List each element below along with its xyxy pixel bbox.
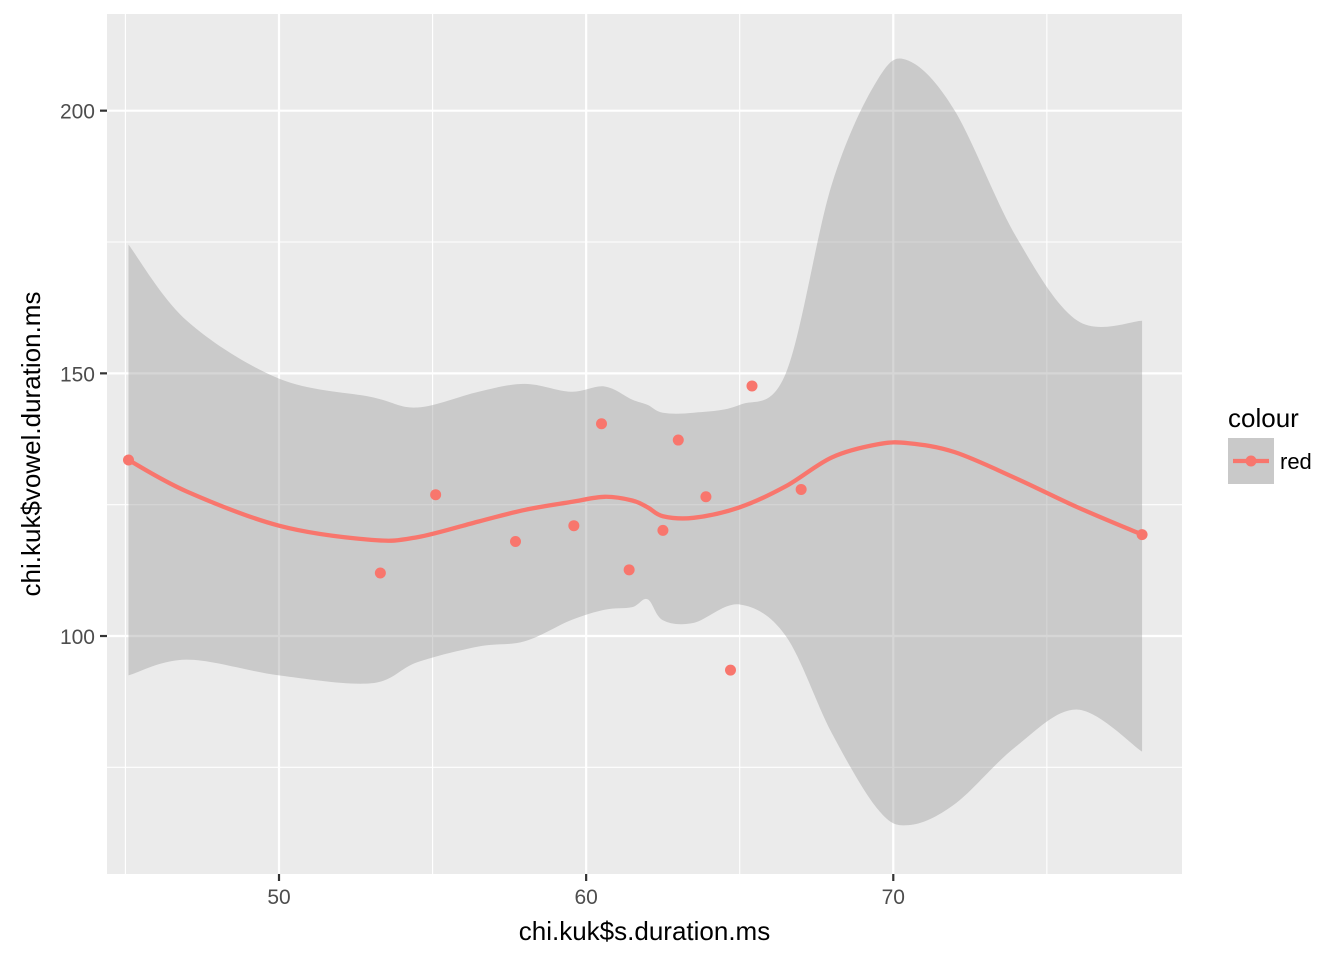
y-tick-label: 150 [60,363,95,386]
data-point [725,664,736,676]
data-point [1136,529,1148,541]
x-tick-label: 50 [267,886,290,909]
y-axis-title: chi.kuk$vowel.duration.ms [16,292,46,597]
confidence-ribbon-layer [128,58,1143,826]
data-point [657,524,669,536]
legend-title: colour [1228,403,1299,433]
legend-label-red: red [1280,449,1312,474]
x-tick-label: 70 [882,886,905,909]
data-point [623,564,635,576]
x-axis: 50 60 70 [267,874,905,909]
data-point [700,491,712,503]
y-axis: 100 150 200 [60,101,107,649]
data-point [123,454,134,466]
data-point [795,483,807,495]
x-tick-label: 60 [574,886,597,909]
smooth-line [126,440,1145,543]
data-point [672,434,684,446]
smooth-line-layer [126,440,1145,543]
y-tick-label: 200 [60,101,95,124]
data-point [568,520,580,532]
y-tick-label: 100 [60,626,95,649]
data-point [430,489,442,501]
legend: colour red [1228,403,1312,484]
panel-background [107,14,1182,874]
data-points-layer [123,380,1148,676]
data-point [374,567,386,579]
data-point [596,418,607,430]
data-point [746,380,758,392]
x-axis-title: chi.kuk$s.duration.ms [519,916,770,946]
legend-key-point [1245,455,1257,467]
data-point [510,535,521,547]
confidence-ribbon [128,58,1143,826]
